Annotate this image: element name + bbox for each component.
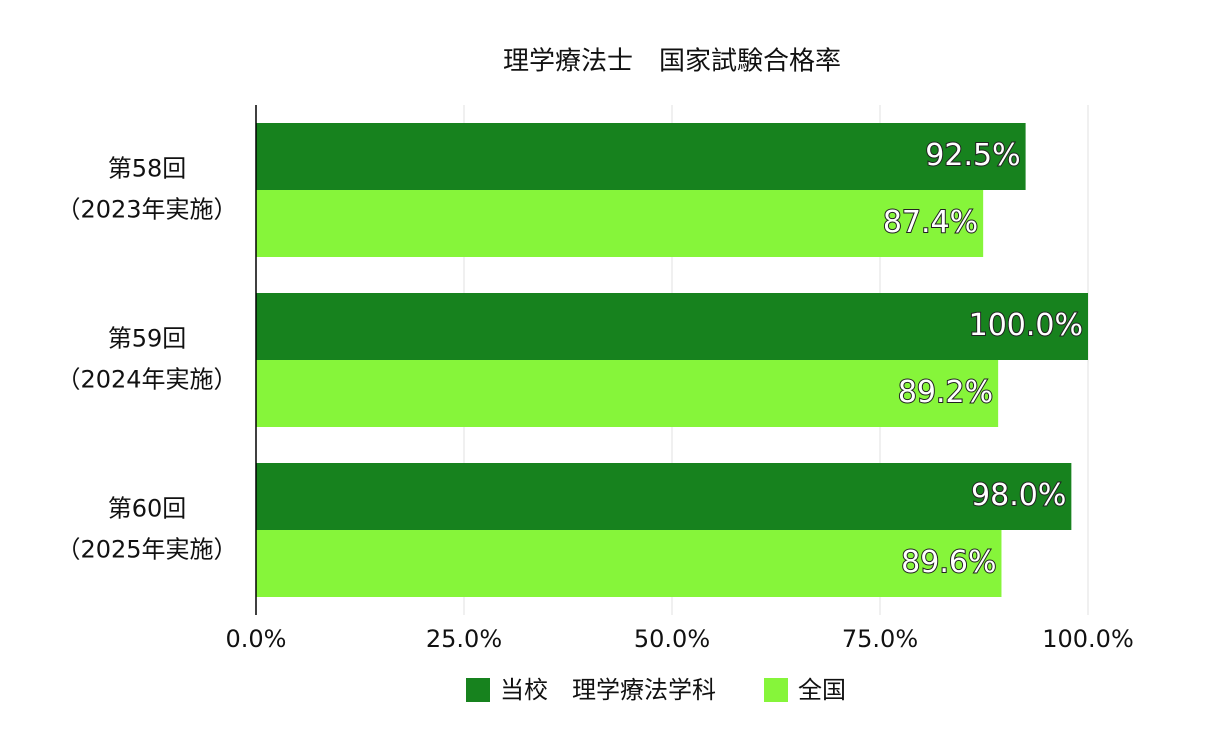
y-tick-label: 第58回 [108, 155, 187, 183]
bar [256, 463, 1072, 530]
x-tick-label: 75.0% [842, 625, 918, 653]
data-label: 92.5% [925, 138, 1020, 173]
data-label: 89.2% [898, 375, 993, 410]
y-tick-label: 第59回 [108, 325, 187, 353]
x-tick-label: 25.0% [426, 625, 502, 653]
legend-swatch [764, 678, 788, 702]
y-tick-label: （2024年実施） [56, 366, 237, 394]
y-tick-label: （2025年実施） [56, 536, 237, 564]
data-label: 87.4% [883, 205, 978, 240]
bar [256, 530, 1002, 597]
bar [256, 190, 984, 257]
legend-label: 全国 [798, 676, 846, 704]
bar [256, 360, 999, 427]
legend-label: 当校 理学療法学科 [500, 676, 716, 704]
y-tick-label: 第60回 [108, 495, 187, 523]
x-tick-label: 0.0% [226, 625, 287, 653]
data-label: 98.0% [971, 478, 1066, 513]
bar [256, 123, 1026, 190]
x-tick-label: 50.0% [634, 625, 710, 653]
data-label: 100.0% [969, 308, 1083, 343]
legend-swatch [466, 678, 490, 702]
y-tick-label: （2023年実施） [56, 196, 237, 224]
x-tick-label: 100.0% [1042, 625, 1134, 653]
bar [256, 293, 1088, 360]
chart-title: 理学療法士 国家試験合格率 [503, 47, 841, 77]
data-label: 89.6% [901, 545, 996, 580]
